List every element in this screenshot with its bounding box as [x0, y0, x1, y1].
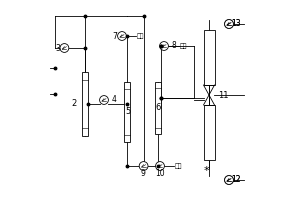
Text: 废水: 废水 — [180, 43, 187, 49]
Text: 废水: 废水 — [136, 33, 144, 39]
Text: 2: 2 — [72, 99, 77, 108]
Circle shape — [160, 42, 168, 50]
Text: 9: 9 — [141, 169, 146, 178]
Bar — [124, 82, 130, 142]
Text: 尾气: 尾气 — [175, 163, 182, 169]
Text: 13: 13 — [231, 20, 241, 28]
Circle shape — [60, 44, 69, 52]
Text: *: * — [203, 166, 209, 176]
Text: 10: 10 — [155, 169, 165, 178]
Circle shape — [225, 20, 233, 28]
Circle shape — [139, 162, 148, 170]
Text: 4: 4 — [111, 95, 116, 104]
Bar — [82, 72, 88, 136]
Text: 5: 5 — [125, 108, 130, 116]
Text: 12: 12 — [232, 176, 241, 184]
Circle shape — [225, 176, 233, 184]
Text: 12: 12 — [232, 176, 241, 184]
Text: 13: 13 — [231, 20, 241, 28]
Text: 6: 6 — [156, 104, 161, 112]
Circle shape — [225, 176, 233, 184]
Text: 8: 8 — [171, 41, 176, 50]
Circle shape — [100, 96, 108, 104]
Circle shape — [225, 20, 233, 28]
Bar — [155, 82, 160, 134]
Bar — [203, 105, 214, 160]
Bar — [203, 30, 214, 85]
Text: 3: 3 — [55, 44, 60, 53]
Text: 11: 11 — [218, 90, 229, 99]
Circle shape — [118, 32, 126, 40]
Circle shape — [156, 162, 164, 170]
Text: 7: 7 — [112, 32, 117, 41]
